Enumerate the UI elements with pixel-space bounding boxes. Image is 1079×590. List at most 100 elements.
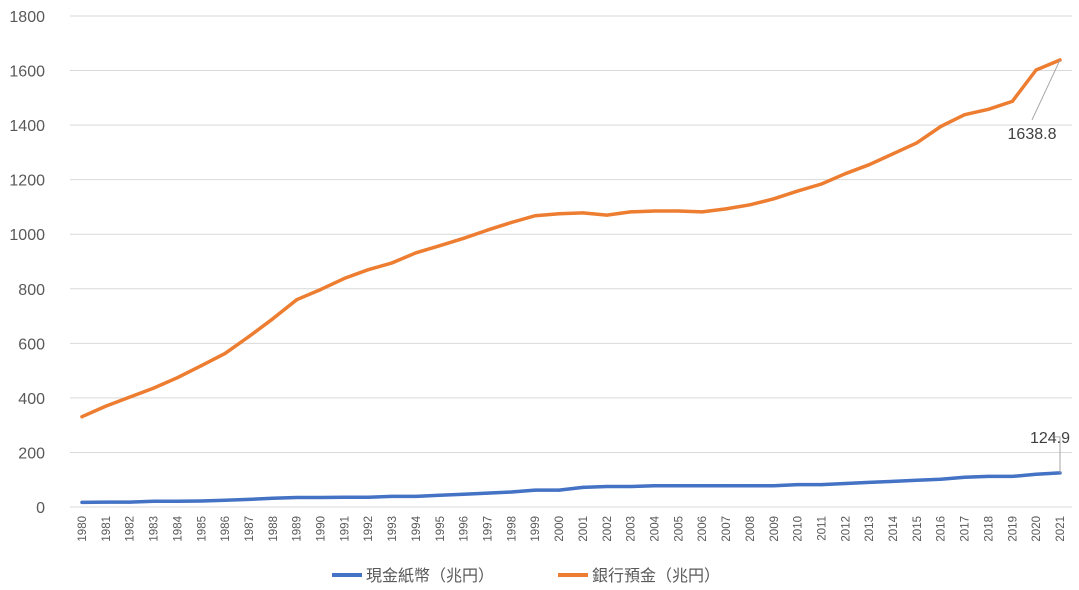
x-tick-label: 1987 <box>244 516 256 542</box>
data-point <box>366 268 370 272</box>
data-point <box>199 499 203 503</box>
x-tick-label: 2011 <box>816 516 828 541</box>
data-point <box>199 364 203 368</box>
data-point <box>676 484 680 488</box>
data-point <box>175 376 180 380</box>
data-point <box>151 386 156 390</box>
data-point <box>605 484 609 489</box>
data-point <box>748 203 752 207</box>
x-tick-label: 2021 <box>1055 516 1067 542</box>
annotation-leader <box>1031 59 1061 121</box>
data-point <box>915 478 919 482</box>
data-point <box>986 474 991 479</box>
data-point <box>1034 472 1038 476</box>
data-point <box>581 211 585 215</box>
data-point <box>247 497 251 501</box>
data-point <box>80 500 84 504</box>
x-tick-label: 2019 <box>1007 516 1019 542</box>
data-point <box>652 209 657 213</box>
data-point <box>867 480 871 485</box>
data-point <box>175 499 180 503</box>
data-point <box>939 477 943 481</box>
x-tick-label: 2020 <box>1031 516 1043 542</box>
x-tick-label: 1980 <box>77 516 89 542</box>
data-point <box>271 317 275 321</box>
data-point <box>247 334 251 339</box>
legend-label-1: 銀行預金（兆円） <box>592 566 720 585</box>
x-tick-label: 1992 <box>363 516 375 542</box>
x-tick-label: 2001 <box>578 516 590 542</box>
x-tick-label: 2004 <box>649 515 661 541</box>
data-point <box>1010 474 1014 479</box>
y-tick-label: 800 <box>18 282 45 299</box>
data-point <box>915 141 919 145</box>
data-point <box>1034 68 1038 72</box>
data-point <box>962 475 967 479</box>
x-tick-label: 1991 <box>339 516 351 542</box>
data-point <box>509 220 513 225</box>
data-point <box>104 404 108 408</box>
x-tick-label: 1988 <box>268 516 280 542</box>
data-point <box>629 484 633 489</box>
data-point <box>700 210 704 214</box>
x-tick-label: 2009 <box>769 516 781 542</box>
x-tick-label: 1981 <box>101 516 113 542</box>
data-point <box>819 182 824 186</box>
x-tick-label: 1983 <box>149 516 161 542</box>
data-point <box>318 495 323 500</box>
y-tick-label: 400 <box>18 391 45 408</box>
legend-label-0: 現金紙幣（兆円） <box>366 566 494 585</box>
data-label: 1638.8 <box>1008 126 1057 143</box>
data-point <box>462 492 466 496</box>
data-point <box>462 236 466 240</box>
data-point <box>438 244 442 248</box>
x-tick-label: 2007 <box>721 516 733 542</box>
y-tick-label: 600 <box>18 336 45 353</box>
x-tick-label: 2018 <box>983 516 995 542</box>
x-tick-label: 2005 <box>673 516 685 542</box>
x-tick-label: 2006 <box>697 516 709 542</box>
data-point <box>843 172 847 176</box>
data-point <box>772 484 776 488</box>
data-point <box>986 107 991 111</box>
data-point <box>414 251 418 255</box>
data-point <box>390 261 394 265</box>
data-label: 124.9 <box>1030 430 1070 447</box>
data-point <box>318 287 323 292</box>
x-tick-label: 1989 <box>292 516 304 542</box>
data-point <box>485 228 490 232</box>
data-point <box>629 210 633 214</box>
x-tick-label: 1984 <box>172 515 184 541</box>
series-line-0 <box>80 471 1062 505</box>
data-point <box>295 298 299 302</box>
data-point <box>843 481 847 486</box>
data-point <box>438 493 442 497</box>
x-tick-label: 2002 <box>602 516 614 542</box>
y-tick-label: 1000 <box>9 227 45 244</box>
data-point <box>223 351 227 356</box>
data-point <box>485 491 490 495</box>
axes: 0 200 400 600 800 1000 1200 1400 1600 1800 1980 198… <box>9 9 1072 542</box>
data-point <box>223 498 227 502</box>
x-tick-label: 1990 <box>316 516 328 542</box>
data-point <box>581 485 585 489</box>
y-tick-label: 0 <box>36 500 45 517</box>
data-point <box>342 276 346 281</box>
x-tick-label: 1999 <box>530 516 542 542</box>
series-line-1 <box>80 58 1062 419</box>
data-point <box>891 479 895 483</box>
x-tick-label: 1997 <box>483 516 495 542</box>
series-lines <box>80 58 1062 505</box>
x-tick-label: 1994 <box>411 515 423 541</box>
data-point <box>724 207 728 211</box>
data-point <box>748 484 752 488</box>
data-point <box>891 152 895 156</box>
grid-lines <box>70 15 1072 453</box>
x-tick-label: 2008 <box>745 516 757 542</box>
data-point <box>724 484 728 488</box>
data-point <box>939 124 943 129</box>
data-point <box>342 495 346 499</box>
x-tick-label: 2012 <box>840 516 852 542</box>
y-tick-label: 200 <box>18 445 45 462</box>
data-point <box>151 499 156 503</box>
